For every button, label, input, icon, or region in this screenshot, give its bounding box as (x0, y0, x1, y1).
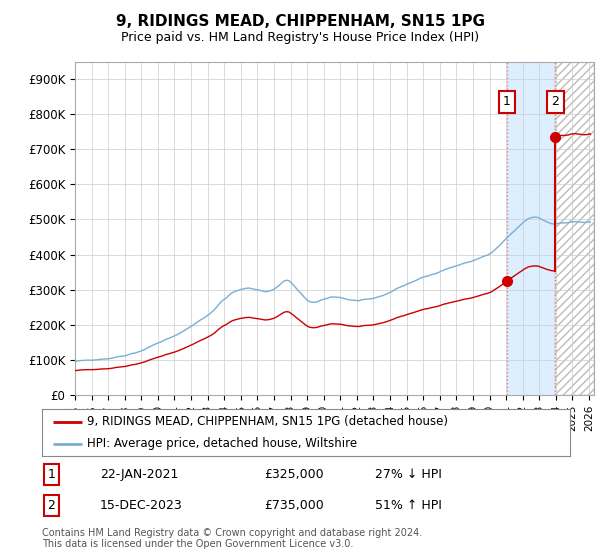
Text: Contains HM Land Registry data © Crown copyright and database right 2024.
This d: Contains HM Land Registry data © Crown c… (42, 528, 422, 549)
Text: 51% ↑ HPI: 51% ↑ HPI (374, 499, 442, 512)
Bar (556, 62, 594, 395)
Text: 1: 1 (503, 95, 511, 109)
Text: 9, RIDINGS MEAD, CHIPPENHAM, SN15 1PG (detached house): 9, RIDINGS MEAD, CHIPPENHAM, SN15 1PG (d… (87, 415, 448, 428)
Text: 2: 2 (47, 499, 55, 512)
Text: 2: 2 (551, 95, 559, 109)
Text: 9, RIDINGS MEAD, CHIPPENHAM, SN15 1PG: 9, RIDINGS MEAD, CHIPPENHAM, SN15 1PG (115, 14, 485, 29)
Bar (556, 62, 594, 395)
Text: Price paid vs. HM Land Registry's House Price Index (HPI): Price paid vs. HM Land Registry's House … (121, 31, 479, 44)
Text: 1: 1 (47, 468, 55, 480)
Text: 27% ↓ HPI: 27% ↓ HPI (374, 468, 442, 480)
Text: £325,000: £325,000 (264, 468, 323, 480)
Text: £735,000: £735,000 (264, 499, 323, 512)
Text: HPI: Average price, detached house, Wiltshire: HPI: Average price, detached house, Wilt… (87, 437, 357, 450)
Text: 22-JAN-2021: 22-JAN-2021 (100, 468, 178, 480)
Text: 15-DEC-2023: 15-DEC-2023 (100, 499, 183, 512)
Bar (507, 62, 556, 395)
